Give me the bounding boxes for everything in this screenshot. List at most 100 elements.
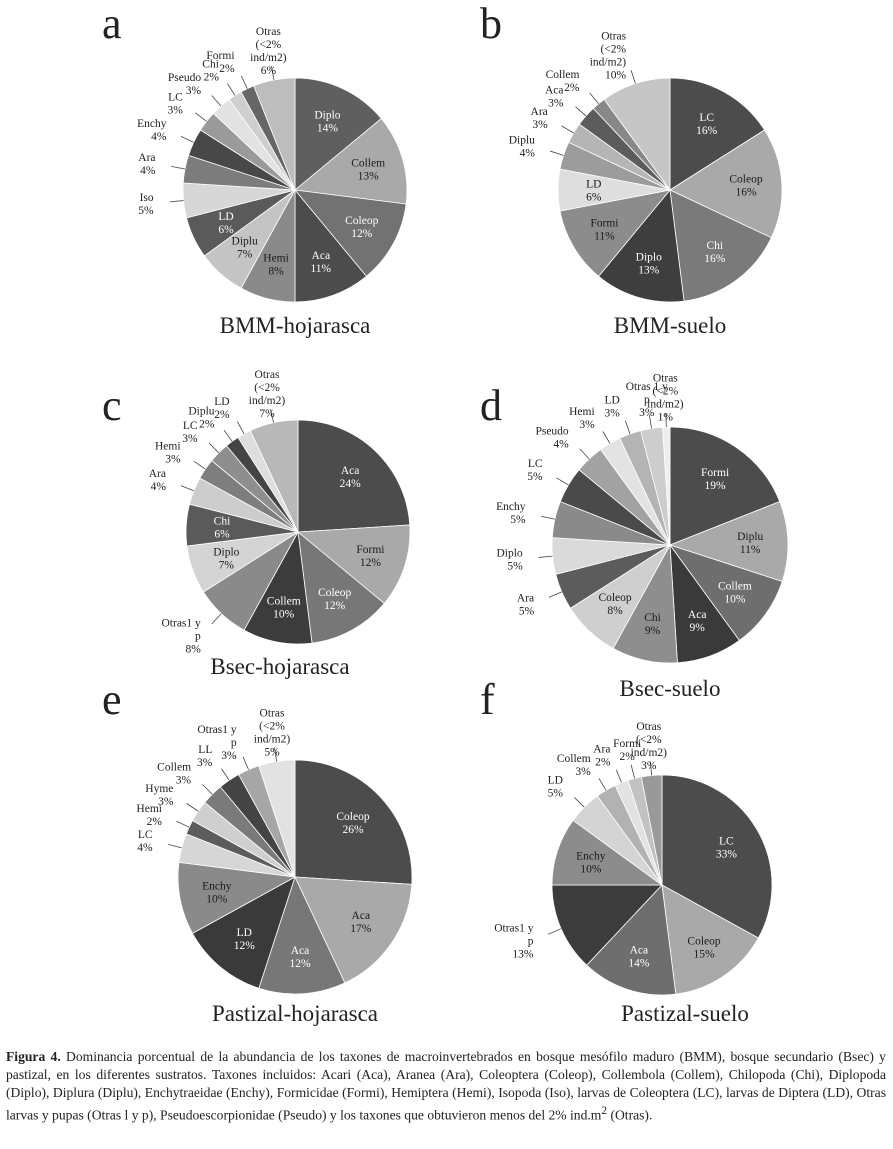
- pie-slice-c-0: [297, 419, 411, 533]
- leader-line-f-9: [649, 761, 653, 776]
- slice-label-e-10: Otras1 y p 3%: [197, 724, 237, 762]
- leader-line-f-8: [630, 764, 636, 779]
- pie-slice-b-3: [598, 189, 685, 303]
- slice-label-f-1: Coleop 15%: [687, 935, 720, 960]
- leader-line-e-6: [176, 820, 190, 828]
- slice-label-c-5: Diplo 7%: [213, 546, 239, 571]
- slice-label-c-2: Coleop 12%: [318, 587, 351, 612]
- leader-line-e-5: [168, 844, 182, 849]
- panel-title-a: BMM-hojarasca: [220, 313, 371, 338]
- leader-line-a-10: [195, 112, 207, 122]
- leader-line-f-6: [598, 778, 607, 791]
- slice-label-e-2: Aca 12%: [289, 945, 311, 970]
- pie-slice-b-2: [669, 189, 772, 302]
- slice-label-a-13: Formi 2%: [206, 50, 235, 75]
- slice-label-a-11: Pseudo 3%: [168, 72, 202, 97]
- leader-line-a-9: [180, 135, 194, 143]
- pie-chart-b: b BMM-suelo LC 16% Coleop 16% Chi 16% Diplo 13% Fo…: [480, 0, 783, 338]
- slice-label-e-11: Otras (<2% ind/m2) 5%: [254, 707, 291, 758]
- caption-tail: (Otras).: [607, 1107, 653, 1123]
- pie-slice-a-1: [294, 118, 408, 205]
- slice-label-e-4: Enchy 10%: [202, 880, 232, 905]
- leader-line-e-8: [202, 784, 213, 795]
- leader-line-f-7: [615, 769, 622, 783]
- slice-label-f-5: LD 5%: [548, 775, 564, 800]
- slice-label-b-1: Coleop 16%: [729, 174, 762, 199]
- slice-label-d-1: Diplu 11%: [737, 531, 763, 556]
- pie-slice-a-3: [294, 188, 367, 303]
- pie-slice-d-1: [668, 501, 789, 582]
- leader-line-a-8: [171, 165, 186, 170]
- slice-label-c-7: Ara 4%: [149, 468, 167, 493]
- panel-title-f: Pastizal-suelo: [621, 1001, 749, 1026]
- slice-label-e-9: LL 3%: [197, 744, 213, 769]
- slice-label-a-5: Diplu 7%: [232, 236, 258, 261]
- slice-label-d-9: LC 5%: [527, 458, 543, 483]
- leader-line-d-6: [548, 591, 562, 598]
- leader-line-b-7: [561, 125, 574, 134]
- slice-label-a-3: Aca 11%: [310, 250, 331, 275]
- slice-label-a-6: LD 6%: [218, 211, 234, 236]
- slice-label-b-4: Formi 11%: [590, 217, 618, 242]
- slice-label-b-10: Otras (<2% ind/m2) 10%: [590, 30, 627, 81]
- pie-chart-a: a BMM-hojarasca Diplo 14% Collem 13% Coleop 12%…: [102, 0, 408, 338]
- pie-slice-d-2: [668, 544, 783, 642]
- panel-letter-b: b: [480, 0, 502, 48]
- pie-slice-b-4: [559, 189, 672, 277]
- leader-line-d-7: [538, 555, 553, 558]
- slice-label-d-6: Ara 5%: [517, 592, 535, 617]
- panel-letter-a: a: [102, 0, 122, 48]
- pie-slice-c-2: [297, 531, 385, 644]
- pie-chart-e: e Pastizal-hojarasca Coleop 26% Aca 17% Aca 12%…: [102, 675, 413, 1026]
- slice-label-d-4: Chi 9%: [644, 612, 661, 637]
- leader-line-d-13: [648, 414, 652, 429]
- slice-label-d-10: Pseudo 4%: [535, 426, 569, 451]
- panel-title-e: Pastizal-hojarasca: [212, 1001, 378, 1026]
- slice-label-b-3: Diplo 13%: [636, 252, 662, 277]
- slice-label-b-0: LC 16%: [696, 112, 718, 137]
- slice-label-c-6: Chi 6%: [214, 516, 231, 541]
- slice-label-a-1: Collem 13%: [351, 157, 385, 182]
- slice-label-e-5: LC 4%: [137, 829, 153, 854]
- slice-label-d-8: Enchy 5%: [496, 501, 526, 526]
- panel-title-d: Bsec-suelo: [620, 676, 721, 701]
- slice-label-a-7: Iso 5%: [138, 192, 154, 217]
- pie-slice-e-0: [294, 759, 413, 885]
- leader-line-e-10: [242, 756, 249, 770]
- pie-slice-f-2: [586, 884, 677, 996]
- slice-label-a-9: Enchy 4%: [137, 118, 167, 143]
- slice-label-b-7: Ara 3%: [531, 106, 549, 131]
- pie-slice-e-2: [258, 875, 346, 995]
- panel-letter-f: f: [480, 675, 495, 724]
- panel-letter-e: e: [102, 675, 122, 724]
- slice-label-a-2: Coleop 12%: [345, 215, 378, 240]
- panel-title-c: Bsec-hojarasca: [210, 654, 349, 679]
- slice-label-a-10: LC 3%: [167, 91, 183, 116]
- slice-label-d-5: Coleop 8%: [598, 592, 631, 617]
- leader-line-c-4: [211, 613, 222, 625]
- slice-label-c-1: Formi 12%: [356, 544, 384, 569]
- pie-slice-f-3: [551, 884, 663, 966]
- pie-slice-b-1: [669, 129, 783, 239]
- slice-label-c-12: Otras (<2% ind/m2) 7%: [249, 369, 286, 420]
- slice-label-c-9: LC 3%: [182, 420, 198, 445]
- leader-line-a-7: [169, 200, 184, 203]
- leader-line-a-14: [270, 66, 275, 81]
- slice-label-f-9: Otras (<2% ind/m2) 3%: [631, 721, 668, 772]
- slice-label-d-7: Diplo 5%: [496, 547, 523, 572]
- slice-label-f-0: LC 33%: [716, 835, 738, 860]
- slice-label-d-12: LD 3%: [605, 394, 621, 419]
- leader-line-c-8: [193, 460, 206, 470]
- slice-label-c-11: LD 2%: [214, 396, 230, 421]
- leader-line-c-7: [180, 485, 195, 492]
- leader-line-c-11: [236, 421, 245, 435]
- pie-slice-a-14: [253, 77, 296, 191]
- slice-label-b-9: Collem 2%: [546, 69, 580, 94]
- slice-label-d-11: Hemi 3%: [569, 406, 595, 431]
- leader-line-f-5: [574, 797, 585, 808]
- slice-label-e-1: Aca 17%: [350, 910, 372, 935]
- slice-label-c-8: Hemi 3%: [155, 441, 181, 466]
- slice-label-b-5: LD 6%: [586, 179, 602, 204]
- figure-caption: Figura 4. Dominancia porcentual de la ab…: [6, 1048, 886, 1125]
- slice-label-f-8: Formi 2%: [613, 738, 641, 763]
